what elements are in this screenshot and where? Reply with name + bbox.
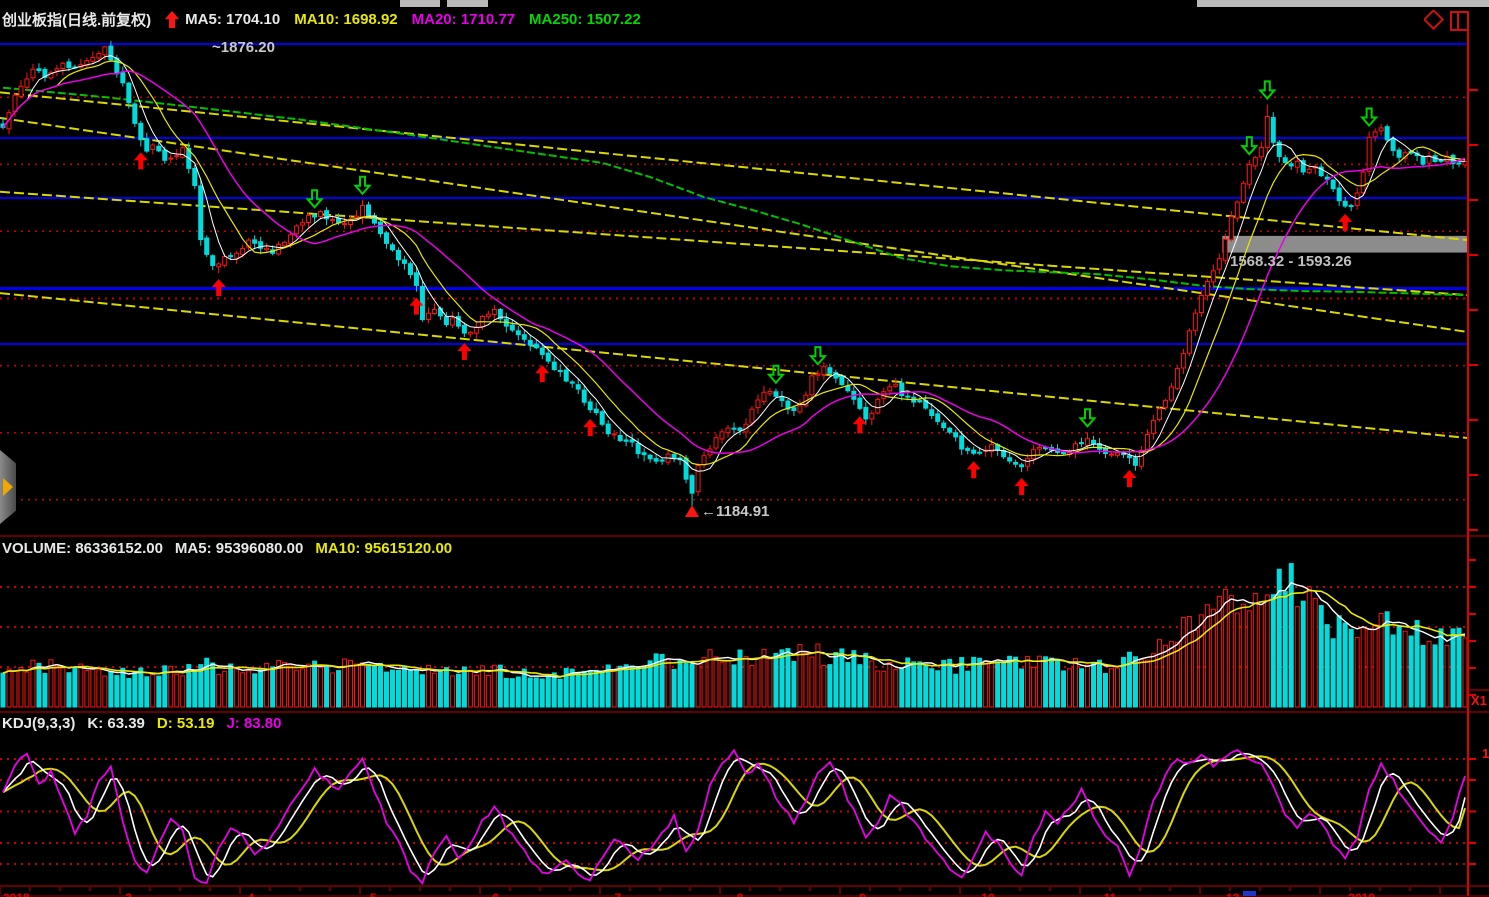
time-axis-label: 12: [1226, 891, 1239, 897]
time-axis-label: 10: [981, 891, 994, 897]
volume-ma5-value: MA5: 95396080.00: [174, 539, 304, 557]
trend-up-icon: [165, 10, 180, 28]
scrollbar-thumb[interactable]: [1243, 891, 1256, 896]
volume-header: VOLUME: 86336152.00 MA5: 95396080.00 MA1…: [2, 539, 464, 557]
kdj-k-value: K: 63.39: [87, 714, 145, 732]
gap-range-label: 1568.32 - 1593.26: [1230, 253, 1352, 270]
peak-price-label: ~1876.20: [212, 39, 275, 56]
ma10-value: MA10: 1698.92: [294, 10, 398, 28]
kdj-d-value: D: 53.19: [156, 714, 215, 732]
time-axis[interactable]: 2018 3 4 5 6 7 8 9 10 11 12 2019: [0, 887, 1468, 897]
time-axis-label: 7: [615, 891, 622, 897]
main-chart-header: 创业板指(日线.前复权) MA5: 1704.10 MA10: 1698.92 …: [2, 9, 655, 29]
time-axis-label: 4: [248, 891, 255, 897]
split-window-icon[interactable]: [1450, 11, 1469, 31]
kdj-name: KDJ(9,3,3): [2, 714, 76, 732]
diamond-icon[interactable]: [1424, 10, 1445, 31]
sidebar-expand-handle[interactable]: [0, 450, 16, 524]
time-axis-label: 3: [125, 891, 132, 897]
time-axis-label: 2018: [3, 891, 30, 897]
window-tab: [447, 0, 488, 7]
header-tools: [1424, 10, 1469, 31]
volume-value: VOLUME: 86336152.00: [2, 539, 163, 557]
volume-ma10-value: MA10: 95615120.00: [315, 539, 453, 557]
volume-scale-label: X1: [1471, 693, 1487, 708]
time-axis-label: 11: [1104, 891, 1117, 897]
low-price-label: ←1184.91: [701, 503, 770, 520]
expand-arrow-icon: [3, 478, 13, 496]
instrument-title: 创业板指(日线.前复权): [2, 11, 152, 29]
time-axis-label: 6: [492, 891, 499, 897]
kdj-j-value: J: 83.80: [226, 714, 282, 732]
window-edge: [1197, 0, 1489, 7]
kdj-header: KDJ(9,3,3) K: 63.39 D: 53.19 J: 83.80: [2, 714, 294, 732]
time-axis-label: 5: [370, 891, 377, 897]
top-window-strip: [0, 0, 1489, 8]
window-tab: [400, 0, 440, 7]
ma250-value: MA250: 1507.22: [529, 10, 641, 28]
ma5-value: MA5: 1704.10: [185, 10, 281, 28]
time-axis-label: 9: [859, 891, 866, 897]
kdj-scale-label: 1: [1482, 746, 1489, 761]
time-axis-label: 2019: [1348, 891, 1375, 897]
ma20-value: MA20: 1710.77: [411, 10, 516, 28]
time-axis-label: 8: [737, 891, 744, 897]
